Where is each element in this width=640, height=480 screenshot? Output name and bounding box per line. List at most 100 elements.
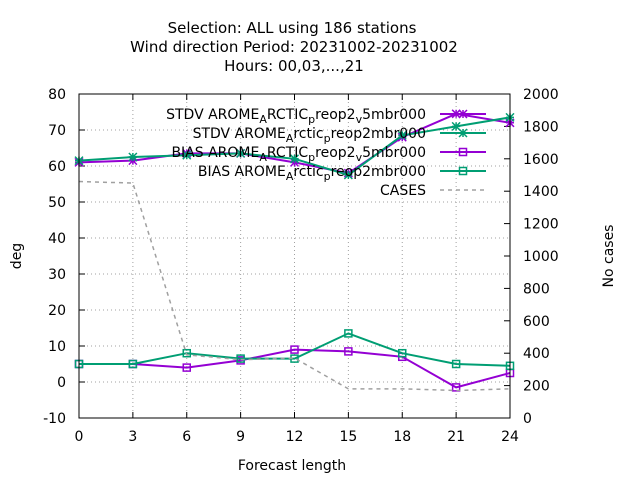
y-tick-label: 70 xyxy=(48,123,66,139)
data-point xyxy=(128,152,138,162)
data-point xyxy=(236,148,246,158)
legend-label: CASES xyxy=(380,183,426,199)
data-point xyxy=(290,345,299,354)
title-line-1: Selection: ALL using 186 stations xyxy=(168,19,417,37)
x-tick-label: 12 xyxy=(286,429,304,445)
y-axis-ticks: -10 0 10 20 30 40 50 60 70 80 xyxy=(43,87,85,427)
y2-tick-label: 1400 xyxy=(523,184,559,200)
y2-tick-label: 1000 xyxy=(523,249,559,265)
series-line xyxy=(79,332,511,367)
x-tick-label: 24 xyxy=(501,429,519,445)
legend-subscript: A xyxy=(259,113,267,126)
legend-subscript: p xyxy=(324,170,331,183)
data-point xyxy=(128,359,138,369)
legend-entry-2: STDV AROMEArcticpreop2mbr000 xyxy=(193,126,486,145)
y-tick-label: 10 xyxy=(48,339,66,355)
data-point xyxy=(182,150,192,160)
legend-subscript: p xyxy=(324,132,331,145)
legend-marker xyxy=(458,128,468,138)
legend-label: BIAS AROMEARCTICpreop2v5mbr000 xyxy=(171,145,426,164)
gridlines xyxy=(79,94,510,418)
legend-text-part: BIAS AROME xyxy=(171,145,259,161)
x-axis-ticks: 0 3 6 9 12 15 18 21 24 xyxy=(75,94,519,445)
y-tick-label: 40 xyxy=(48,231,66,247)
y2-tick-label: 600 xyxy=(523,314,550,330)
x-tick-label: 0 xyxy=(75,429,84,445)
chart-title: Selection: ALL using 186 stations Wind d… xyxy=(130,19,458,75)
x-tick-label: 6 xyxy=(182,429,191,445)
legend-label: BIAS AROMEArcticpreop2mbr000 xyxy=(198,164,426,183)
data-point xyxy=(451,121,461,131)
data-point xyxy=(344,329,353,338)
y2-tick-label: 200 xyxy=(523,379,550,395)
y-tick-label: -10 xyxy=(43,411,66,427)
x-tick-label: 9 xyxy=(236,429,245,445)
data-point xyxy=(398,348,407,358)
x-tick-label: 21 xyxy=(447,429,465,445)
data-point xyxy=(397,130,407,140)
legend-text-part: rctic xyxy=(293,126,323,142)
legend-text-part: STDV AROME xyxy=(193,126,286,142)
legend-marker xyxy=(458,109,468,119)
legend-label: STDV AROMEARCTICpreop2v5mbr000 xyxy=(166,107,426,126)
y-tick-label: 60 xyxy=(48,159,66,175)
legend-subscript: v xyxy=(356,113,363,126)
legend-text-part: rctic xyxy=(293,164,323,180)
x-tick-label: 18 xyxy=(393,429,411,445)
y2-tick-label: 400 xyxy=(523,346,550,362)
y-tick-label: 20 xyxy=(48,303,66,319)
legend-subscript: A xyxy=(259,151,267,164)
legend-text-part: reop2 xyxy=(315,107,355,123)
y-tick-label: 80 xyxy=(48,87,66,103)
series-3 xyxy=(74,345,515,392)
series-line xyxy=(79,348,511,389)
legend-entry-4: BIAS AROMEArcticpreop2mbr000 xyxy=(198,164,486,183)
legend-text-part: CASES xyxy=(380,183,426,199)
y2-tick-label: 1600 xyxy=(523,152,559,168)
y2-tick-label: 800 xyxy=(523,281,550,297)
legend-entry-1: STDV AROMEARCTICpreop2v5mbr000 xyxy=(166,107,486,126)
y2-tick-label: 2000 xyxy=(523,87,559,103)
data-point xyxy=(344,347,353,356)
series-line xyxy=(78,180,511,392)
legend-subscript: A xyxy=(286,132,294,145)
legend-entry-5: CASES xyxy=(380,183,486,199)
y2-tick-label: 1800 xyxy=(523,119,559,135)
legend-text-part: STDV AROME xyxy=(166,107,259,123)
x-axis-label: Forecast length xyxy=(238,458,346,474)
legend-label: STDV AROMEArcticpreop2mbr000 xyxy=(193,126,426,145)
legend-text-part: 5mbr000 xyxy=(362,145,426,161)
title-line-3: Hours: 00,03,...,21 xyxy=(224,57,364,75)
data-point xyxy=(451,383,461,392)
x-tick-label: 15 xyxy=(339,429,357,445)
legend-entry-3: BIAS AROMEARCTICpreop2v5mbr000 xyxy=(171,145,486,164)
series-5 xyxy=(78,180,511,392)
legend-subscript: A xyxy=(286,170,294,183)
legend-subscript: p xyxy=(308,151,315,164)
y2-axis-ticks: 0 200 400 600 800 1000 1200 1400 1600 1800 2000 xyxy=(504,87,559,427)
data-point xyxy=(289,154,300,164)
legend-text-part: 5mbr000 xyxy=(362,107,426,123)
title-line-2: Wind direction Period: 20231002-20231002 xyxy=(130,38,458,56)
data-point xyxy=(182,363,191,372)
y-tick-label: 30 xyxy=(48,267,66,283)
legend-text-part: RCTIC xyxy=(267,145,308,161)
data-point xyxy=(343,170,353,180)
y-tick-label: 0 xyxy=(57,375,66,391)
legend-text-part: BIAS AROME xyxy=(198,164,286,180)
legend-text-part: RCTIC xyxy=(267,107,308,123)
legend-text-part: reop2 xyxy=(315,145,355,161)
legend-marker xyxy=(458,147,468,157)
legend-subscript: p xyxy=(308,113,315,126)
data-point xyxy=(236,354,245,363)
y2-axis-label: No cases xyxy=(601,225,617,288)
y2-tick-label: 0 xyxy=(523,411,532,427)
legend-subscript: v xyxy=(356,151,363,164)
legend-text-part: reop2mbr000 xyxy=(331,126,426,142)
data-point xyxy=(182,348,191,358)
plot-frame xyxy=(78,93,511,419)
y2-tick-label: 1200 xyxy=(523,217,559,233)
x-tick-label: 3 xyxy=(128,429,137,445)
